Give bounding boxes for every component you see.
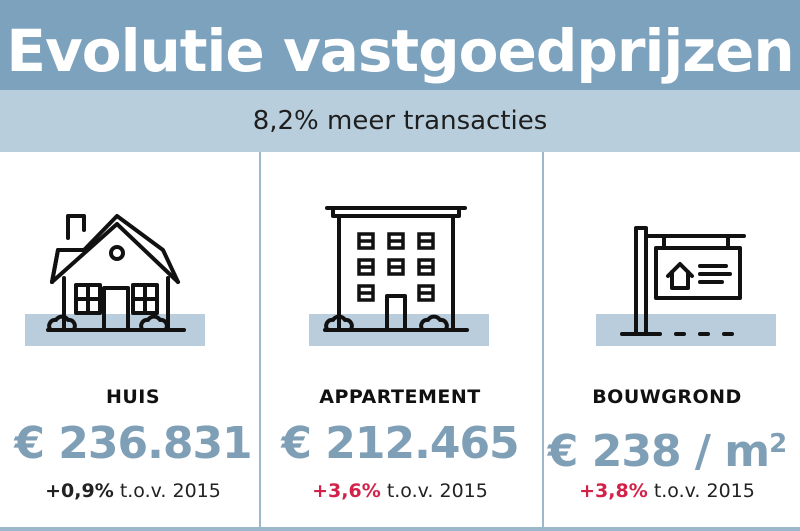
page-subtitle: 8,2% meer transacties — [252, 106, 548, 136]
change-line: +3,6% t.o.v. 2015 — [267, 480, 533, 502]
change-reference: t.o.v. 2015 — [653, 480, 755, 502]
apartment-building-icon — [267, 192, 533, 362]
change-line: +0,9% t.o.v. 2015 — [0, 480, 266, 502]
price-value: € 236.831 — [14, 418, 252, 469]
card-huis: HUIS € 236.831 +0,9% t.o.v. 2015 — [0, 152, 266, 527]
price-value: € 238 / m2 — [534, 416, 800, 480]
card-appartement: APPARTEMENT € 212.465 +3,6% t.o.v. 2015 — [267, 152, 533, 527]
price-value: € 212.465 — [281, 418, 519, 469]
change-percentage: +0,9% — [45, 480, 114, 502]
house-icon — [0, 192, 266, 362]
card-label: APPARTEMENT — [319, 386, 481, 408]
page-title: Evolutie vastgoedprijzen — [6, 17, 794, 85]
change-reference: t.o.v. 2015 — [119, 480, 221, 502]
card-label: BOUWGROND — [592, 386, 742, 408]
change-line: +3,8% t.o.v. 2015 — [534, 480, 800, 502]
card-bouwgrond: BOUWGROND € 238 / m2 +3,8% t.o.v. 2015 — [534, 152, 800, 527]
price-number: € 238 / m — [547, 426, 770, 477]
price-superscript: 2 — [769, 429, 787, 459]
change-reference: t.o.v. 2015 — [386, 480, 488, 502]
card-label: HUIS — [105, 386, 161, 408]
change-percentage: +3,8% — [579, 480, 648, 502]
subtitle-band — [0, 90, 800, 152]
column-divider — [259, 152, 261, 531]
land-sign-icon — [534, 192, 800, 362]
change-percentage: +3,6% — [312, 480, 381, 502]
bottom-rule — [0, 527, 800, 531]
column-divider — [542, 152, 544, 531]
